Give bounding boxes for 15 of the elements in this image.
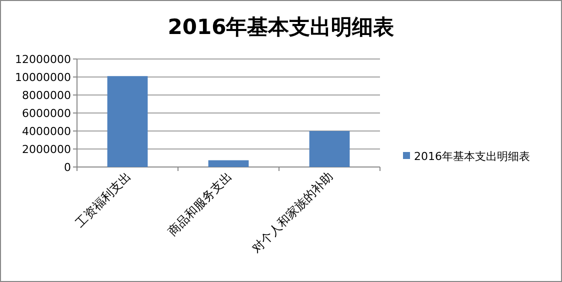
y-tick-label: 6000000 [22,107,71,120]
x-tick-label: 商品和服务支出 [165,169,235,239]
legend-label: 2016年基本支出明细表 [414,150,530,163]
y-tick-label: 0 [64,161,71,174]
bar [107,76,148,167]
y-tick-label: 4000000 [22,125,71,138]
y-tick-label: 10000000 [15,71,71,84]
chart-title: 2016年基本支出明细表 [168,15,394,39]
x-tick-label: 工资福利支出 [72,169,134,230]
x-tick-label: 对个人和家族的补助 [249,169,336,256]
y-tick-label: 2000000 [22,143,71,156]
y-tick-label: 12000000 [15,53,71,66]
bar [208,160,249,167]
bar [309,131,350,167]
y-tick-label: 8000000 [22,89,71,102]
